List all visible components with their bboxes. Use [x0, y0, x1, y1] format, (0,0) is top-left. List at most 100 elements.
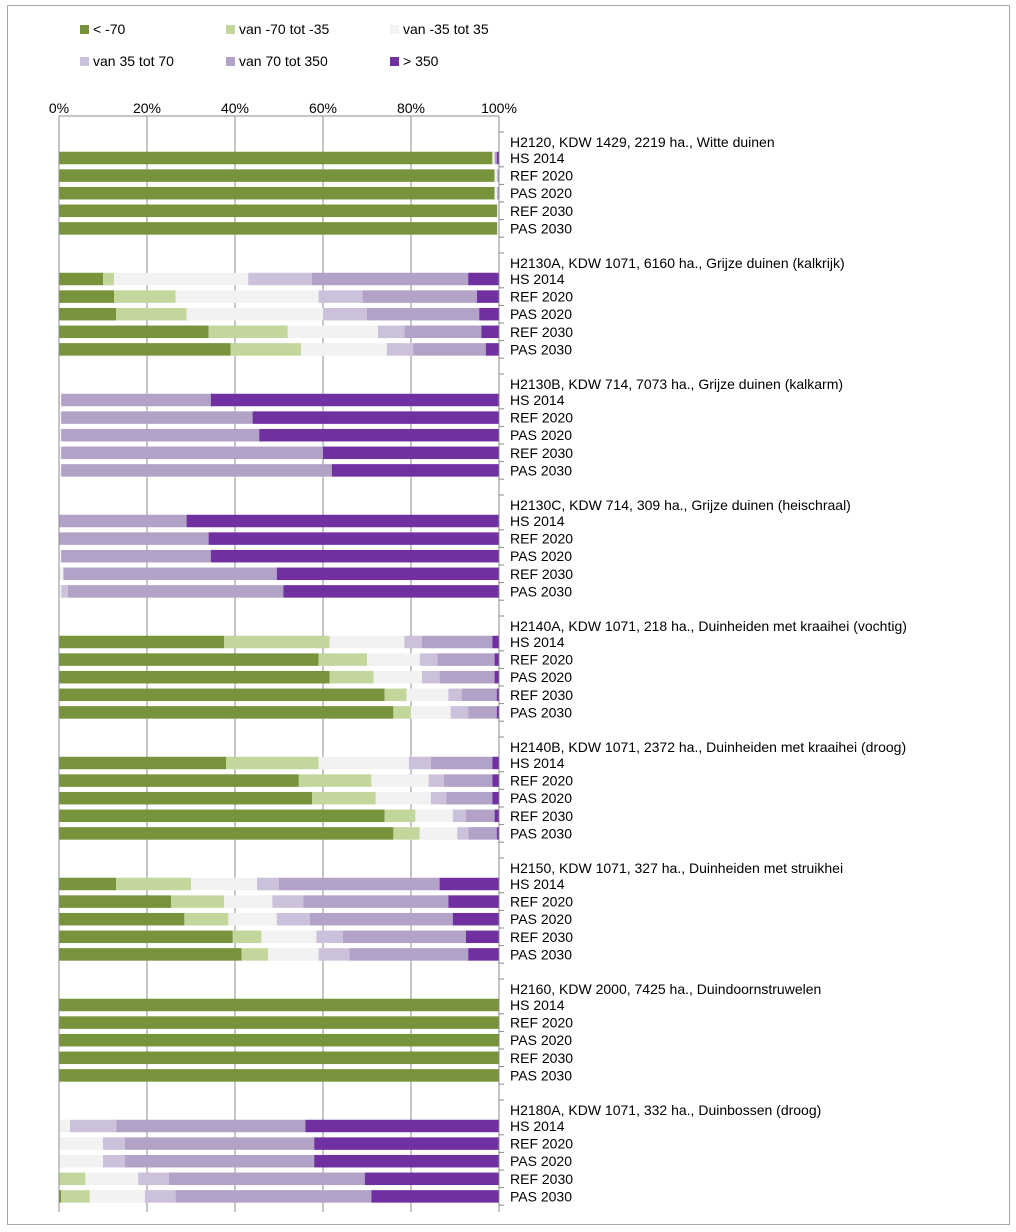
bar-segment: [457, 827, 469, 840]
bar-segment: [419, 827, 458, 840]
bar-segment: [309, 912, 453, 926]
bar-segment: [59, 1051, 499, 1065]
bar-segment: [232, 930, 262, 944]
bar-label: PAS 2020: [510, 790, 572, 806]
bar-label: REF 2030: [510, 808, 573, 824]
bar-segment: [59, 532, 209, 545]
bar-label: REF 2030: [510, 445, 573, 461]
bar-segment: [59, 1033, 499, 1047]
bar-segment: [186, 514, 499, 528]
bar-segment: [316, 930, 343, 944]
bar-segment: [349, 948, 469, 961]
bar-label: REF 2020: [510, 1015, 573, 1031]
bar-segment: [303, 895, 449, 908]
bar-segment: [59, 514, 187, 528]
bar-segment: [114, 272, 249, 286]
group-title: H2120, KDW 1429, 2219 ha., Witte duinen: [510, 134, 775, 150]
bar-segment: [272, 895, 304, 908]
bar-segment: [479, 307, 499, 321]
bar-segment: [103, 1137, 125, 1150]
bar-segment: [329, 635, 405, 649]
bar-label: REF 2030: [510, 566, 573, 582]
bar-segment: [342, 930, 466, 944]
bar-segment: [208, 532, 499, 545]
bar-segment: [494, 653, 499, 666]
bar-segment: [422, 635, 493, 649]
bar-segment: [496, 706, 499, 719]
bar-segment: [59, 222, 498, 235]
bar-segment: [59, 948, 242, 961]
bar-label: REF 2030: [510, 1050, 573, 1066]
bar-segment: [485, 343, 499, 356]
bar-label: REF 2030: [510, 1171, 573, 1187]
bar-segment: [497, 204, 499, 218]
bar-label: PAS 2020: [510, 1153, 572, 1169]
bar-segment: [494, 169, 498, 182]
bar-segment: [67, 585, 284, 598]
bar-label: PAS 2020: [510, 548, 572, 564]
bar-label: PAS 2020: [510, 669, 572, 685]
bar-label: HS 2014: [510, 755, 565, 771]
bar-segment: [63, 567, 277, 581]
bar-segment: [116, 307, 187, 321]
bar-segment: [448, 895, 499, 908]
bar-segment: [318, 290, 363, 303]
x-tick-label: 60%: [309, 100, 337, 116]
bar-label: HS 2014: [510, 392, 565, 408]
bar-label: REF 2020: [510, 652, 573, 668]
bar-segment: [59, 186, 495, 200]
bar-segment: [59, 877, 117, 891]
bar-label: REF 2030: [510, 687, 573, 703]
legend-item: van 70 tot 350: [226, 53, 328, 69]
group-title: H2130B, KDW 714, 7073 ha., Grijze duinen…: [510, 376, 843, 392]
bar-segment: [468, 706, 497, 719]
bar-segment: [59, 585, 62, 598]
bar-segment: [59, 1172, 86, 1186]
legend-label: van 35 tot 70: [93, 53, 174, 69]
bar-segment: [125, 1137, 315, 1150]
bar-label: REF 2020: [510, 773, 573, 789]
bar-segment: [314, 1154, 499, 1168]
bar-segment: [497, 186, 499, 200]
bar-label: REF 2030: [510, 324, 573, 340]
bar-segment: [461, 688, 497, 702]
bar-segment: [116, 1119, 306, 1133]
bar-segment: [59, 688, 385, 702]
bar-segment: [59, 1190, 62, 1203]
bar-segment: [59, 1016, 499, 1029]
bar-segment: [375, 791, 431, 805]
bar-segment: [59, 653, 319, 666]
bar-segment: [224, 895, 273, 908]
bar-segment: [59, 411, 62, 424]
bar-segment: [404, 635, 422, 649]
bar-segment: [230, 343, 301, 356]
bar-segment: [492, 774, 499, 787]
bar-label: PAS 2030: [510, 583, 572, 599]
bar-segment: [59, 343, 231, 356]
bar-segment: [61, 393, 211, 407]
legend-label: > 350: [403, 53, 439, 69]
bar-label: HS 2014: [510, 1118, 565, 1134]
bar-label: PAS 2020: [510, 306, 572, 322]
bar-segment: [125, 1154, 315, 1168]
bar-segment: [103, 272, 114, 286]
group-title: H2150, KDW 1071, 327 ha., Duinheiden met…: [510, 860, 843, 876]
bar-segment: [323, 446, 499, 460]
bar-segment: [59, 272, 103, 286]
legend-item: van -35 tot 35: [390, 21, 489, 37]
legend-item: van 35 tot 70: [80, 53, 174, 69]
x-tick-label: 80%: [397, 100, 425, 116]
bar-segment: [494, 186, 498, 200]
bar-segment: [61, 1190, 90, 1203]
legend-label: van -35 tot 35: [403, 21, 489, 37]
bar-segment: [59, 1137, 103, 1150]
bar-label: HS 2014: [510, 513, 565, 529]
bar-segment: [186, 307, 323, 321]
bar-segment: [59, 895, 172, 908]
bar-segment: [59, 1069, 499, 1082]
legend-swatch: [80, 56, 89, 66]
x-tick-label: 100%: [481, 100, 517, 116]
bar-label: PAS 2030: [510, 341, 572, 357]
bar-segment: [85, 1172, 139, 1186]
